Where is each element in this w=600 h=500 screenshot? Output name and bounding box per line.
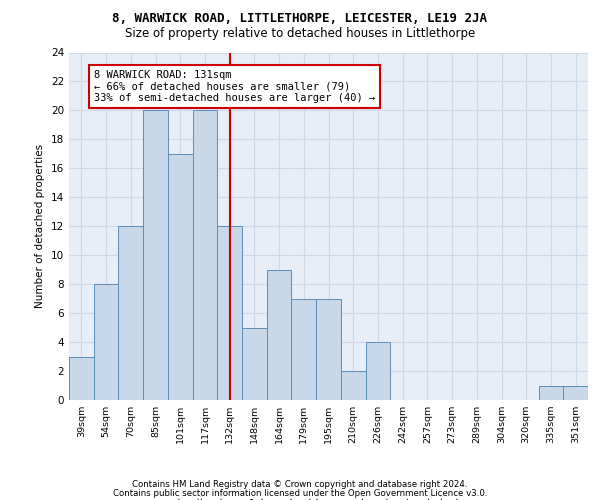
Bar: [365, 342, 390, 400]
Text: 8, WARWICK ROAD, LITTLETHORPE, LEICESTER, LE19 2JA: 8, WARWICK ROAD, LITTLETHORPE, LEICESTER…: [113, 12, 487, 26]
Bar: [193, 110, 217, 400]
Y-axis label: Number of detached properties: Number of detached properties: [35, 144, 46, 308]
Bar: [242, 328, 267, 400]
Text: Size of property relative to detached houses in Littlethorpe: Size of property relative to detached ho…: [125, 28, 475, 40]
Bar: [292, 298, 316, 400]
Bar: [143, 110, 168, 400]
X-axis label: Distribution of detached houses by size in Littlethorpe: Distribution of detached houses by size …: [168, 499, 489, 500]
Bar: [94, 284, 118, 400]
Bar: [168, 154, 193, 400]
Bar: [217, 226, 242, 400]
Bar: [316, 298, 341, 400]
Bar: [563, 386, 588, 400]
Bar: [539, 386, 563, 400]
Bar: [69, 356, 94, 400]
Text: 8 WARWICK ROAD: 131sqm
← 66% of detached houses are smaller (79)
33% of semi-det: 8 WARWICK ROAD: 131sqm ← 66% of detached…: [94, 70, 375, 103]
Bar: [341, 371, 365, 400]
Bar: [118, 226, 143, 400]
Text: Contains HM Land Registry data © Crown copyright and database right 2024.: Contains HM Land Registry data © Crown c…: [132, 480, 468, 489]
Bar: [267, 270, 292, 400]
Text: Contains public sector information licensed under the Open Government Licence v3: Contains public sector information licen…: [113, 489, 487, 498]
